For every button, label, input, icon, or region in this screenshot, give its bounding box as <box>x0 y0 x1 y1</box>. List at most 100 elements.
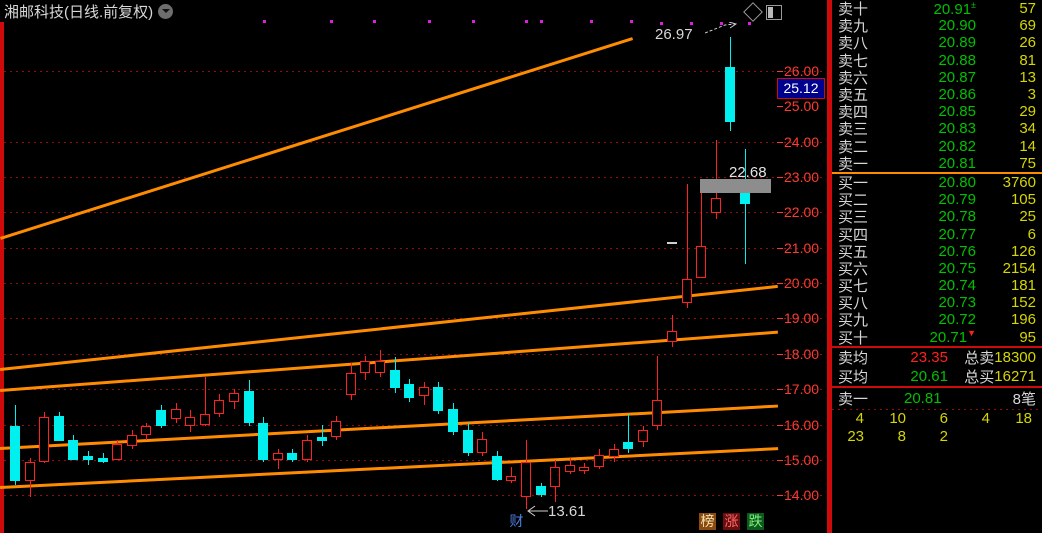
candlestick <box>506 466 517 483</box>
candlestick <box>667 314 677 347</box>
uptick-icon: ± <box>971 0 976 10</box>
ask-row[interactable]: 卖二 20.82 14 <box>832 137 1042 156</box>
ask-row[interactable]: 卖八 20.89 26 <box>832 34 1042 52</box>
ask-row[interactable]: 卖三 20.83 34 <box>832 120 1042 138</box>
chevron-down-icon[interactable] <box>158 3 174 19</box>
axis-tick-dash <box>777 283 783 284</box>
level-price: 20.81 <box>938 154 976 172</box>
candle-body <box>521 461 531 498</box>
candle-body <box>287 452 298 461</box>
level-volume: 152 <box>1010 294 1036 312</box>
ask-row[interactable]: 卖七 20.88 81 <box>832 52 1042 70</box>
ask-row[interactable]: 卖一 20.81 75 <box>832 154 1042 173</box>
tick-value: 2 <box>939 428 948 446</box>
candle-body <box>462 429 473 454</box>
axis-tick-label: 14.00 <box>784 487 820 503</box>
bid-row[interactable]: 买八 20.73 152 <box>832 294 1042 312</box>
candlestick <box>287 449 298 462</box>
level-price: 20.90 <box>938 17 976 35</box>
ask-row[interactable]: 卖九 20.90 69 <box>832 17 1042 35</box>
crosshair-tick-mark <box>667 242 677 244</box>
candle-wick <box>686 183 688 308</box>
axis-tick-label: 17.00 <box>784 381 820 397</box>
marker-dot <box>428 20 431 23</box>
candlestick <box>258 417 269 462</box>
bid-row[interactable]: 买二 20.79 105 <box>832 191 1042 209</box>
axis-tick-dash <box>777 389 783 390</box>
axis-tick-label: 15.00 <box>784 452 820 468</box>
candlestick <box>652 355 663 430</box>
bid-row[interactable]: 买四 20.77 6 <box>832 225 1042 244</box>
candlestick <box>696 180 707 278</box>
bid-row[interactable]: 买十 20.71▼ 95 <box>832 328 1042 347</box>
cai-glyph[interactable]: 财 <box>509 513 524 529</box>
candlestick <box>360 355 371 381</box>
diamond-icon[interactable] <box>743 2 763 22</box>
level-volume: 3 <box>1027 86 1036 104</box>
level-volume: 3760 <box>1002 173 1036 191</box>
level-label: 卖四 <box>838 104 869 122</box>
bid-row[interactable]: 买六 20.75 2154 <box>832 260 1042 278</box>
marker-dot <box>525 20 528 23</box>
axis-tick-dash <box>777 354 783 355</box>
marker-dot <box>540 20 543 23</box>
candlestick <box>404 378 415 402</box>
tick-divider <box>832 408 1042 410</box>
candlestick <box>579 463 590 475</box>
bid-row[interactable]: 买三 20.78 25 <box>832 208 1042 227</box>
ask-row[interactable]: 卖十 20.91± 57 <box>832 0 1042 18</box>
axis-tick-dash <box>777 212 783 213</box>
level-volume: 34 <box>1019 120 1036 138</box>
current-price-marker: 25.12 <box>777 78 825 99</box>
bid-row[interactable]: 买一 20.80 3760 <box>832 173 1042 192</box>
candlestick <box>214 394 225 418</box>
high-arrow-icon <box>705 22 737 34</box>
candlestick <box>433 382 444 414</box>
level-label: 卖五 <box>838 87 869 105</box>
zhang-glyph[interactable]: 涨 <box>723 513 740 530</box>
candlestick <box>229 389 239 409</box>
candlestick <box>331 415 342 441</box>
candle-body <box>243 390 254 423</box>
marker-dot <box>720 22 723 25</box>
chart-title-bar[interactable]: 湘邮科技(日线.前复权) <box>4 0 174 22</box>
candlestick <box>448 403 458 436</box>
split-view-icon[interactable] <box>766 5 782 20</box>
bang-glyph[interactable]: 榜 <box>699 513 716 530</box>
die-glyph[interactable]: 跌 <box>747 513 764 530</box>
level-label: 买一 <box>838 174 869 192</box>
ask-row[interactable]: 卖四 20.85 29 <box>832 103 1042 122</box>
candlestick <box>637 426 648 448</box>
level-volume: 14 <box>1019 137 1036 155</box>
ask-row[interactable]: 卖五 20.86 3 <box>832 86 1042 105</box>
candlestick <box>564 458 575 474</box>
book-divider <box>832 171 1042 174</box>
order-book-panel[interactable]: 卖十 20.91± 57 卖九 20.90 69 卖八 20.89 26 卖七 20.88 81 卖六 2… <box>830 0 1042 533</box>
summary-divider-bottom <box>832 385 1042 388</box>
candle-wick <box>701 180 703 273</box>
ask-row[interactable]: 卖六 20.87 13 <box>832 69 1042 87</box>
marker-dot <box>373 20 376 23</box>
summary-value: 23.35 <box>910 348 948 366</box>
candlestick <box>535 482 546 497</box>
candlestick <box>345 362 356 400</box>
candle-body <box>681 279 692 303</box>
level-volume: 105 <box>1010 191 1036 209</box>
axis-tick-dash <box>777 106 783 107</box>
candle-body <box>608 449 619 457</box>
bid-row[interactable]: 买七 20.74 181 <box>832 277 1042 295</box>
level-label: 买三 <box>838 209 869 227</box>
bid-row[interactable]: 买九 20.72 196 <box>832 311 1042 329</box>
gridline <box>4 495 823 496</box>
level-volume: 6 <box>1027 225 1036 243</box>
candlestick <box>126 429 137 450</box>
candlestick <box>725 36 736 131</box>
bid-row[interactable]: 买五 20.76 126 <box>832 243 1042 261</box>
axis-tick-dash <box>777 142 783 143</box>
candle-body <box>345 373 356 395</box>
candlestick <box>681 183 692 308</box>
candlestick-chart-panel[interactable]: 湘邮科技(日线.前复权) 26.00 25.00 24.00 23.00 22.00 21… <box>0 0 830 533</box>
axis-tick-label: 22.00 <box>784 204 820 220</box>
last-trade-row[interactable]: 卖一 20.81 8笔 <box>832 388 1042 409</box>
